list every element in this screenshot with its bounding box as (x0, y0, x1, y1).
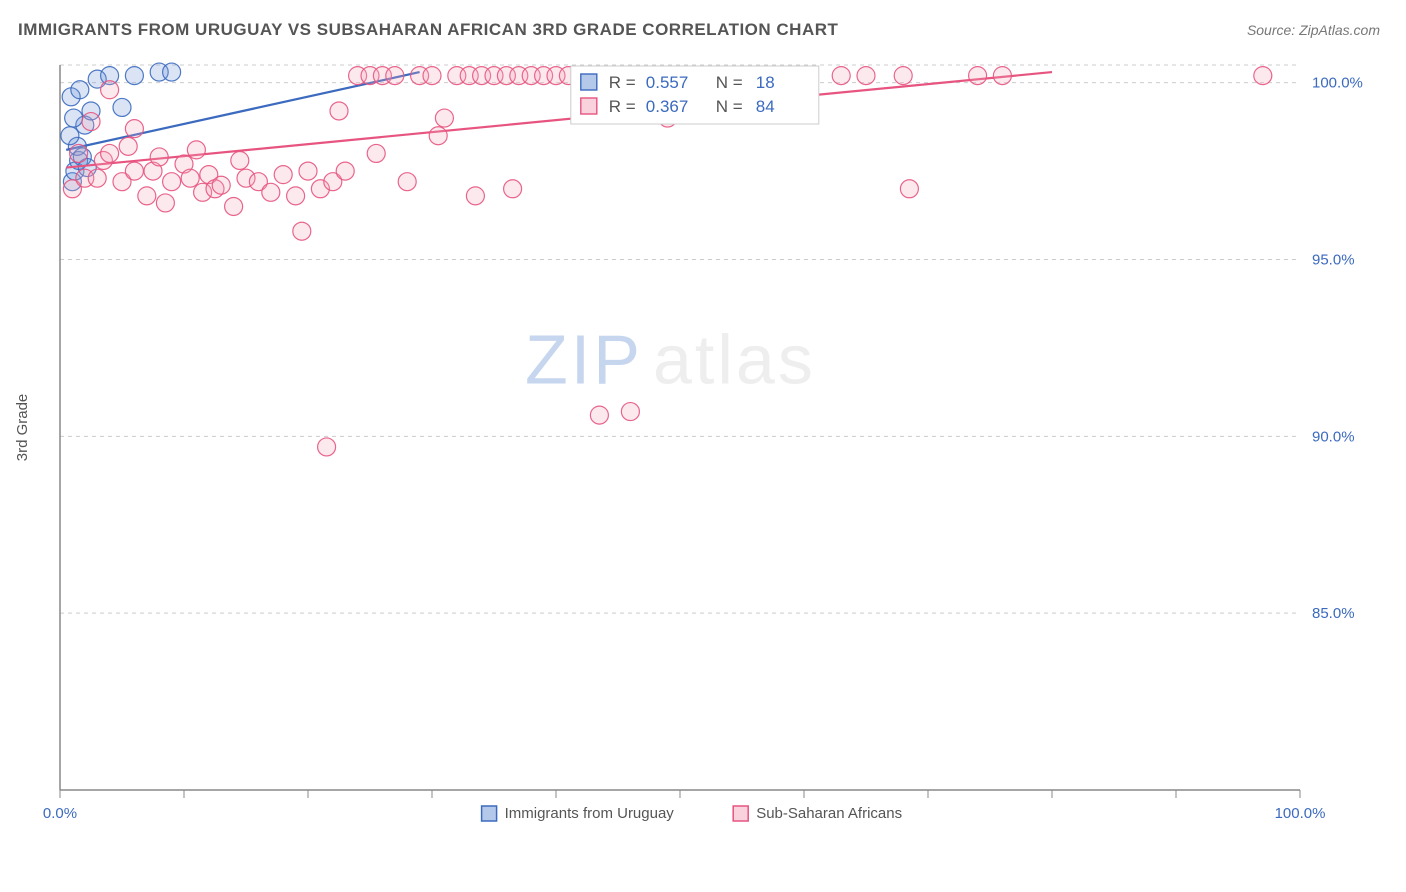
source-attribution: Source: ZipAtlas.com (1247, 22, 1380, 38)
svg-text:85.0%: 85.0% (1312, 605, 1355, 622)
svg-text:95.0%: 95.0% (1312, 252, 1355, 269)
svg-text:Immigrants from Uruguay: Immigrants from Uruguay (505, 805, 675, 822)
svg-text:atlas: atlas (653, 320, 816, 398)
source-value: ZipAtlas.com (1299, 22, 1380, 38)
svg-text:100.0%: 100.0% (1312, 75, 1363, 92)
svg-text:Sub-Saharan Africans: Sub-Saharan Africans (756, 805, 902, 822)
plot-area: ZIPatlas85.0%90.0%95.0%100.0%0.0%100.0%3… (55, 60, 1375, 830)
svg-text:3rd Grade: 3rd Grade (14, 394, 31, 462)
svg-text:N =: N = (716, 73, 743, 92)
svg-text:0.0%: 0.0% (43, 805, 77, 822)
svg-text:90.0%: 90.0% (1312, 428, 1355, 445)
svg-text:R =: R = (609, 97, 636, 116)
svg-text:100.0%: 100.0% (1275, 805, 1326, 822)
svg-text:ZIP: ZIP (525, 320, 643, 398)
source-label: Source: (1247, 22, 1299, 38)
chart-title: IMMIGRANTS FROM URUGUAY VS SUBSAHARAN AF… (18, 20, 838, 40)
svg-text:R =: R = (609, 73, 636, 92)
scatter-chart: ZIPatlas85.0%90.0%95.0%100.0%0.0%100.0%3… (55, 60, 1375, 830)
svg-text:0.367: 0.367 (646, 97, 689, 116)
svg-text:N =: N = (716, 97, 743, 116)
svg-text:0.557: 0.557 (646, 73, 689, 92)
svg-text:18: 18 (756, 73, 775, 92)
svg-text:84: 84 (756, 97, 775, 116)
